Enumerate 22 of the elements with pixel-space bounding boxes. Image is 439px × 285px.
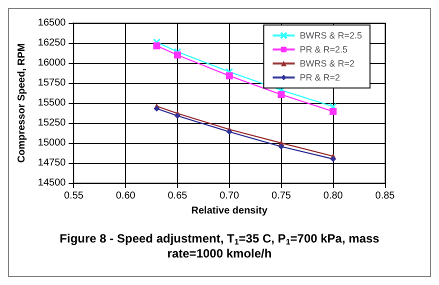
x-tick-label: 0.60 (116, 190, 136, 202)
y-tick-label: 16000 (38, 58, 66, 68)
y-tick-label: 16500 (38, 18, 66, 28)
legend-label: BWRS & R=2 (300, 58, 354, 68)
x-tick-label: 0.75 (272, 190, 292, 202)
x-axis-title: Relative density (191, 205, 268, 216)
y-tick-label: 15500 (38, 98, 66, 108)
legend-label: PR & R=2 (300, 72, 340, 82)
x-tick-label: 0.85 (375, 190, 396, 202)
x-tick-label: 0.55 (64, 190, 84, 202)
y-tick-label: 14500 (38, 178, 66, 188)
x-tick-label: 0.70 (220, 190, 240, 202)
x-tick-label: 0.65 (168, 190, 188, 202)
y-tick-label: 15000 (38, 138, 66, 148)
legend-label: BWRS & R=2.5 (300, 30, 362, 40)
y-tick-label: 15750 (38, 78, 66, 88)
y-tick-label: 16250 (38, 38, 66, 48)
y-tick-label: 14750 (38, 158, 66, 168)
x-tick-label: 0.80 (323, 190, 344, 202)
legend-label: PR & R=2.5 (300, 44, 348, 54)
y-tick-label: 15250 (38, 118, 66, 128)
y-axis-title: Compressor Speed, RPM (16, 43, 28, 163)
